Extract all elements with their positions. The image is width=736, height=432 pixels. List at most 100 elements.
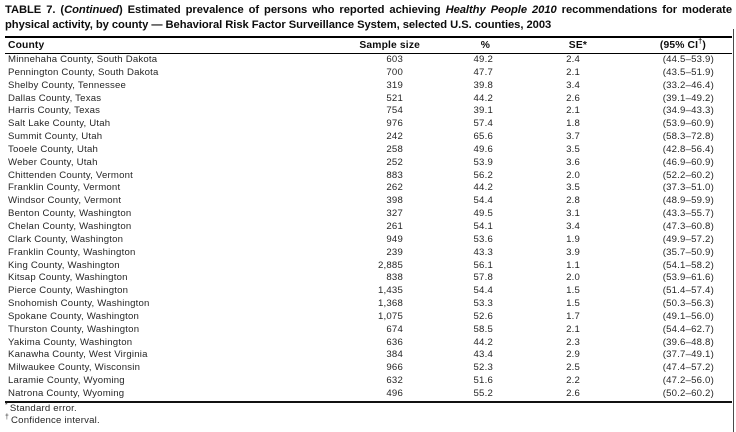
se-cell: 2.3 bbox=[566, 336, 580, 348]
ci-cell: (43.5–51.9) bbox=[662, 66, 714, 78]
sample-size-cell: 521 bbox=[386, 92, 403, 104]
header-ci-text: (95% CI bbox=[659, 40, 699, 51]
county-cell: Benton County, Washington bbox=[8, 208, 132, 220]
county-cell: Franklin County, Washington bbox=[8, 246, 136, 258]
header-percent: % bbox=[445, 37, 533, 54]
percent-cell: 57.4 bbox=[473, 118, 493, 130]
se-cell: 2.8 bbox=[566, 195, 580, 207]
sample-size-cell: 966 bbox=[386, 362, 403, 374]
sample-size-cell: 636 bbox=[386, 336, 403, 348]
county-cell: Laramie County, Wyoming bbox=[8, 375, 125, 387]
table-row: Weber County, Utah 252 53.9 3.6 (46.9–60… bbox=[5, 157, 732, 170]
se-cell: 2.9 bbox=[566, 349, 580, 361]
sample-size-cell: 242 bbox=[386, 131, 403, 143]
sample-size-cell: 239 bbox=[386, 246, 403, 258]
se-cell: 3.4 bbox=[566, 220, 580, 232]
percent-cell: 53.3 bbox=[473, 298, 493, 310]
footnote-confidence-interval: † Confidence interval. bbox=[5, 414, 100, 427]
county-cell: Pennington County, South Dakota bbox=[8, 66, 159, 78]
county-cell: Spokane County, Washington bbox=[8, 310, 140, 322]
prevalence-table: County Sample size % SE* (95% CI†) Minne… bbox=[5, 36, 732, 403]
county-cell: Salt Lake County, Utah bbox=[8, 118, 111, 130]
se-cell: 2.0 bbox=[566, 272, 580, 284]
sample-size-cell: 976 bbox=[386, 118, 403, 130]
percent-cell: 54.1 bbox=[473, 220, 493, 232]
table-row: Franklin County, Washington 239 43.3 3.9… bbox=[5, 247, 732, 260]
percent-cell: 57.8 bbox=[473, 272, 493, 284]
footnote-standard-error: * Standard error. bbox=[5, 401, 100, 415]
table-row: Natrona County, Wyoming 496 55.2 2.6 (50… bbox=[5, 388, 732, 402]
sample-size-cell: 754 bbox=[386, 105, 403, 117]
sample-size-cell: 1,075 bbox=[377, 310, 403, 322]
percent-cell: 49.6 bbox=[473, 143, 493, 155]
county-cell: Yakima County, Washington bbox=[8, 336, 133, 348]
ci-cell: (53.9–60.9) bbox=[662, 118, 714, 130]
ci-cell: (50.3–56.3) bbox=[662, 298, 714, 310]
se-cell: 2.1 bbox=[566, 66, 580, 78]
table-row: Milwaukee County, Wisconsin 966 52.3 2.5… bbox=[5, 362, 732, 375]
se-cell: 1.8 bbox=[566, 118, 580, 130]
footnote-asterisk-marker: * bbox=[5, 401, 8, 409]
sample-size-cell: 398 bbox=[386, 195, 403, 207]
table-row: Pennington County, South Dakota 700 47.7… bbox=[5, 67, 732, 80]
ci-cell: (54.1–58.2) bbox=[662, 259, 714, 271]
percent-cell: 39.8 bbox=[473, 79, 493, 91]
sample-size-cell: 319 bbox=[386, 79, 403, 91]
county-cell: King County, Washington bbox=[8, 259, 120, 271]
title-part3: recommendations for moderate physical ac… bbox=[5, 4, 733, 31]
title-continued: Continued bbox=[64, 4, 119, 16]
percent-cell: 43.3 bbox=[473, 246, 493, 258]
se-cell: 3.4 bbox=[566, 79, 580, 91]
table-row: Tooele County, Utah 258 49.6 3.5 (42.8–5… bbox=[5, 144, 732, 157]
percent-cell: 52.3 bbox=[473, 362, 493, 374]
county-cell: Pierce County, Washington bbox=[8, 285, 129, 297]
percent-cell: 44.2 bbox=[473, 182, 493, 194]
county-cell: Chittenden County, Vermont bbox=[8, 169, 134, 181]
county-cell: Weber County, Utah bbox=[8, 156, 98, 168]
se-cell: 1.5 bbox=[566, 285, 580, 297]
ci-cell: (58.3–72.8) bbox=[662, 131, 714, 143]
ci-cell: (39.1–49.2) bbox=[662, 92, 714, 104]
se-cell: 3.1 bbox=[566, 208, 580, 220]
ci-cell: (35.7–50.9) bbox=[662, 246, 714, 258]
ci-cell: (50.2–60.2) bbox=[662, 387, 714, 399]
sample-size-cell: 262 bbox=[386, 182, 403, 194]
table-row: Pierce County, Washington 1,435 54.4 1.5… bbox=[5, 285, 732, 298]
table-row: Dallas County, Texas 521 44.2 2.6 (39.1–… bbox=[5, 93, 732, 106]
ci-cell: (47.2–56.0) bbox=[662, 375, 714, 387]
table-row: Shelby County, Tennessee 319 39.8 3.4 (3… bbox=[5, 80, 732, 93]
ci-cell: (49.1–56.0) bbox=[662, 310, 714, 322]
header-county: County bbox=[5, 37, 350, 54]
sample-size-cell: 252 bbox=[386, 156, 403, 168]
se-cell: 2.2 bbox=[566, 375, 580, 387]
sample-size-cell: 632 bbox=[386, 375, 403, 387]
title-part2: ) Estimated prevalence of persons who re… bbox=[118, 4, 446, 16]
sample-size-cell: 2,885 bbox=[377, 259, 403, 271]
sample-size-cell: 674 bbox=[386, 323, 403, 335]
se-cell: 2.0 bbox=[566, 169, 580, 181]
ci-cell: (53.9–61.6) bbox=[662, 272, 714, 284]
table-title: TABLE 7. (Continued) Estimated prevalenc… bbox=[5, 3, 732, 32]
table-body: Minnehaha County, South Dakota 603 49.2 … bbox=[5, 54, 732, 402]
table-row: Laramie County, Wyoming 632 51.6 2.2 (47… bbox=[5, 375, 732, 388]
table-row: Kitsap County, Washington 838 57.8 2.0 (… bbox=[5, 272, 732, 285]
se-cell: 1.5 bbox=[566, 298, 580, 310]
percent-cell: 53.6 bbox=[473, 233, 493, 245]
county-cell: Kitsap County, Washington bbox=[8, 272, 128, 284]
ci-cell: (47.4–57.2) bbox=[662, 362, 714, 374]
percent-cell: 49.5 bbox=[473, 208, 493, 220]
percent-cell: 54.4 bbox=[473, 285, 493, 297]
sample-size-cell: 1,435 bbox=[377, 285, 403, 297]
se-cell: 2.5 bbox=[566, 362, 580, 374]
sample-size-cell: 883 bbox=[386, 169, 403, 181]
footnotes: * Standard error. † Confidence interval. bbox=[5, 401, 100, 427]
county-cell: Harris County, Texas bbox=[8, 105, 101, 117]
table-row: King County, Washington 2,885 56.1 1.1 (… bbox=[5, 260, 732, 273]
county-cell: Minnehaha County, South Dakota bbox=[8, 54, 158, 65]
se-cell: 2.6 bbox=[566, 387, 580, 399]
title-healthy-people-2010: Healthy People 2010 bbox=[445, 4, 557, 16]
header-ci-close: ) bbox=[702, 40, 706, 51]
percent-cell: 51.6 bbox=[473, 375, 493, 387]
percent-cell: 56.2 bbox=[473, 169, 493, 181]
county-cell: Dallas County, Texas bbox=[8, 92, 102, 104]
